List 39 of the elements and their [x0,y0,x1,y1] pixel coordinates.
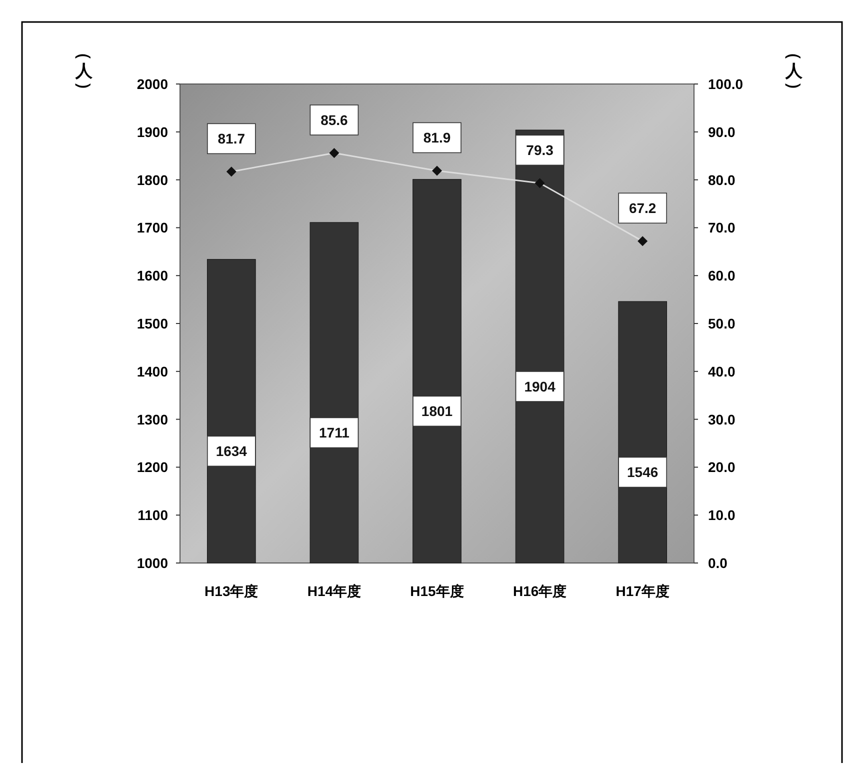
y2-tick-label: 80.0 [708,172,736,188]
y-axis-title: （人） [74,44,94,98]
y-tick-label: 1800 [136,172,168,188]
data-label: 85.6 [320,112,348,128]
data-label: 81.9 [423,130,451,146]
x-tick-label: H16年度 [512,583,567,599]
data-label: 1904 [524,378,556,394]
y-tick-label: 2000 [136,76,168,92]
y2-axis-title: （人） [784,44,804,98]
y-tick-label: 1300 [136,411,168,428]
x-tick-label: H17年度 [616,583,670,599]
y2-tick-label: 100.0 [708,76,744,92]
y-tick-label: 1000 [136,555,168,571]
y2-tick-label: 0.0 [708,555,728,571]
data-label: 79.3 [526,142,554,158]
y-tick-label: 1400 [136,363,168,380]
x-tick-label: H15年度 [410,583,464,599]
y-tick-label: 1500 [136,316,168,332]
y2-tick-label: 30.0 [708,411,736,428]
y-tick-label: 1700 [136,220,168,236]
y2-tick-label: 10.0 [708,507,736,524]
y2-tick-label: 40.0 [708,363,736,380]
y2-tick-label: 20.0 [708,459,736,476]
y-tick-label: 1900 [136,124,168,140]
y2-tick-label: 90.0 [708,124,736,140]
y-tick-label: 1100 [138,507,168,524]
x-tick-label: H13年度 [204,583,258,599]
y2-tick-label: 50.0 [708,316,736,332]
y2-tick-label: 70.0 [708,220,736,236]
x-tick-label: H14年度 [307,583,362,599]
data-label: 1711 [319,424,350,441]
data-label: 81.7 [218,130,246,147]
y-tick-label: 1600 [136,268,168,284]
data-label: 67.2 [628,200,656,216]
y-tick-label: 1200 [136,459,168,476]
data-label: 1634 [216,443,248,460]
y2-tick-label: 60.0 [708,268,736,284]
data-label: 1546 [627,464,658,480]
data-label: 1801 [421,403,453,420]
